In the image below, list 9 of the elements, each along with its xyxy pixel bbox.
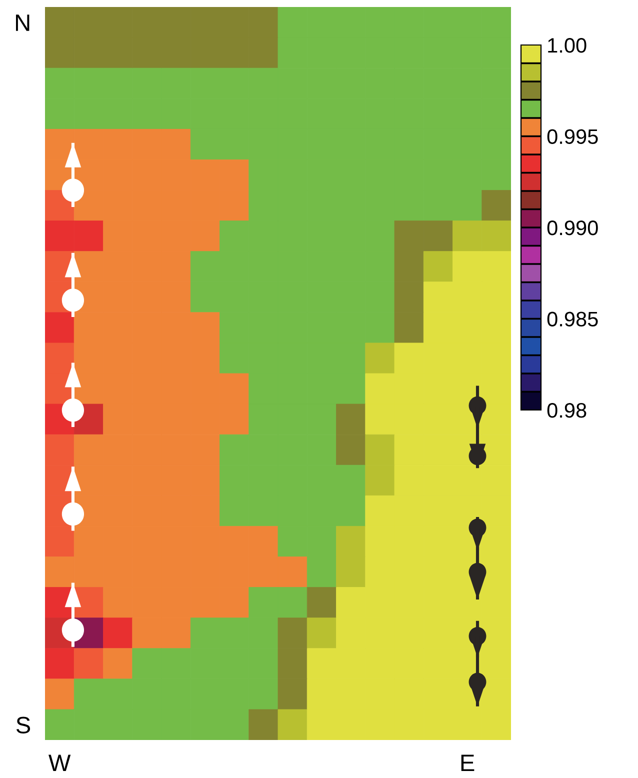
color-bar-label: 0.985 bbox=[547, 312, 598, 327]
y-tick-label: N bbox=[16, 14, 30, 31]
color-bar-label: 0.995 bbox=[547, 129, 598, 144]
x-tick-label: W bbox=[48, 754, 71, 771]
y-tick-label: S bbox=[16, 716, 30, 734]
x-tick-label: E bbox=[461, 754, 474, 771]
color-bar-label: 0.990 bbox=[547, 220, 598, 236]
color-bar-label: 1.00 bbox=[548, 38, 586, 53]
color-bar-label: 0.98 bbox=[547, 403, 586, 418]
